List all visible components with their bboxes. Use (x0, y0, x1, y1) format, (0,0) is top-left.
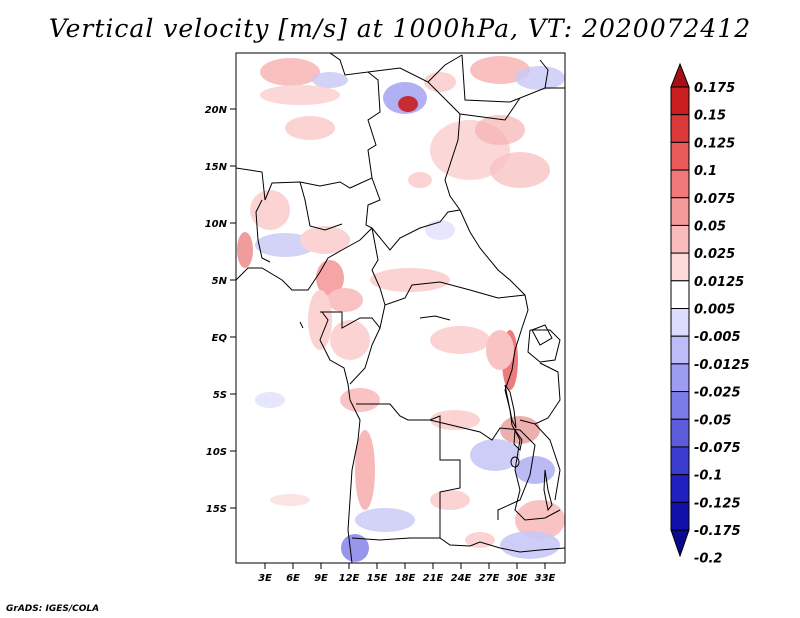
colorbar-box (670, 197, 690, 226)
colorbar-level-label: -0.075 (694, 441, 741, 456)
colorbar-level-label: 0.1 (694, 164, 717, 179)
lat-label-eq: EQ (212, 333, 228, 344)
colorbar-box (670, 224, 690, 254)
colorbar-level-label: 0.025 (694, 247, 735, 262)
lon-label-12e: 12E (339, 573, 360, 584)
colorbar-level-label: -0.125 (694, 496, 741, 511)
colorbar-level-label: 0.0125 (694, 275, 744, 290)
colorbar-level-label: -0.005 (694, 330, 741, 345)
colorbar-box (670, 252, 690, 282)
lat-label-5s: 5S (213, 390, 227, 401)
map-panel (235, 52, 566, 564)
chart-title: Vertical velocity [m/s] at 1000hPa, VT: … (48, 14, 752, 43)
colorbar-box (670, 474, 690, 503)
colorbar-box (670, 169, 690, 199)
colorbar-box (670, 280, 690, 309)
colorbar-box (670, 501, 690, 531)
lat-label-5n: 5N (212, 276, 228, 287)
lon-label-15e: 15E (367, 573, 388, 584)
colorbar-box (670, 363, 690, 393)
colorbar-level-label: -0.1 (694, 469, 722, 484)
colorbar-box (670, 308, 690, 337)
colorbar-top-arrow (670, 62, 690, 88)
lon-label-18e: 18E (395, 573, 416, 584)
colorbar-level-label: 0.175 (694, 81, 735, 96)
colorbar-box (670, 418, 690, 448)
grads-credit: GrADS: IGES/COLA (6, 604, 100, 614)
colorbar-level-label: 0.125 (694, 136, 735, 151)
map-frame (235, 52, 566, 564)
lat-label-20n: 20N (205, 105, 228, 116)
country-borders (236, 53, 565, 563)
lon-label-21e: 21E (423, 573, 444, 584)
colorbar-level-label: 0.005 (694, 303, 735, 318)
colorbar-level-label: -0.05 (694, 413, 731, 428)
lon-label-27e: 27E (479, 573, 500, 584)
lon-label-6e: 6E (286, 573, 300, 584)
colorbar-level-label: 0.05 (694, 219, 726, 234)
colorbar-level-label: -0.2 (694, 552, 722, 567)
colorbar-level-label: -0.025 (694, 386, 741, 401)
colorbar-level-label: -0.175 (694, 524, 741, 539)
lat-axis: 20N 15N 10N 5N EQ 5S 10S 15S (205, 105, 236, 515)
lat-label-10s: 10S (206, 447, 227, 458)
lon-label-3e: 3E (258, 573, 272, 584)
lat-label-15s: 15S (206, 504, 227, 515)
colorbar-box (670, 446, 690, 476)
lat-label-15n: 15N (205, 162, 228, 173)
colorbar-labels: 0.175 0.15 0.125 0.1 0.075 0.05 0.025 0.0125 0.0… (694, 81, 750, 567)
colorbar-level-label: -0.0125 (694, 358, 750, 373)
colorbar-box (670, 335, 690, 365)
velocity-shading (237, 56, 565, 562)
lon-label-24e: 24E (451, 573, 472, 584)
colorbar-level-label: 0.15 (694, 109, 726, 124)
colorbar-box (670, 141, 690, 171)
colorbar-box (670, 114, 690, 143)
colorbar: 0.175 0.15 0.125 0.1 0.075 0.05 0.025 0.0125 0.0… (670, 62, 750, 567)
colorbar-box (670, 86, 690, 116)
lon-label-33e: 33E (535, 573, 556, 584)
lon-label-9e: 9E (314, 573, 328, 584)
colorbar-box (670, 391, 690, 420)
lakes (299, 315, 553, 512)
lat-label-10n: 10N (205, 219, 228, 230)
colorbar-boxes (670, 86, 690, 531)
lon-label-30e: 30E (507, 573, 528, 584)
lon-axis: 3E 6E 9E 12E 15E 18E 21E 24E 27E 30E 33E (258, 563, 556, 584)
colorbar-level-label: 0.075 (694, 192, 735, 207)
colorbar-bottom-arrow (670, 529, 690, 558)
